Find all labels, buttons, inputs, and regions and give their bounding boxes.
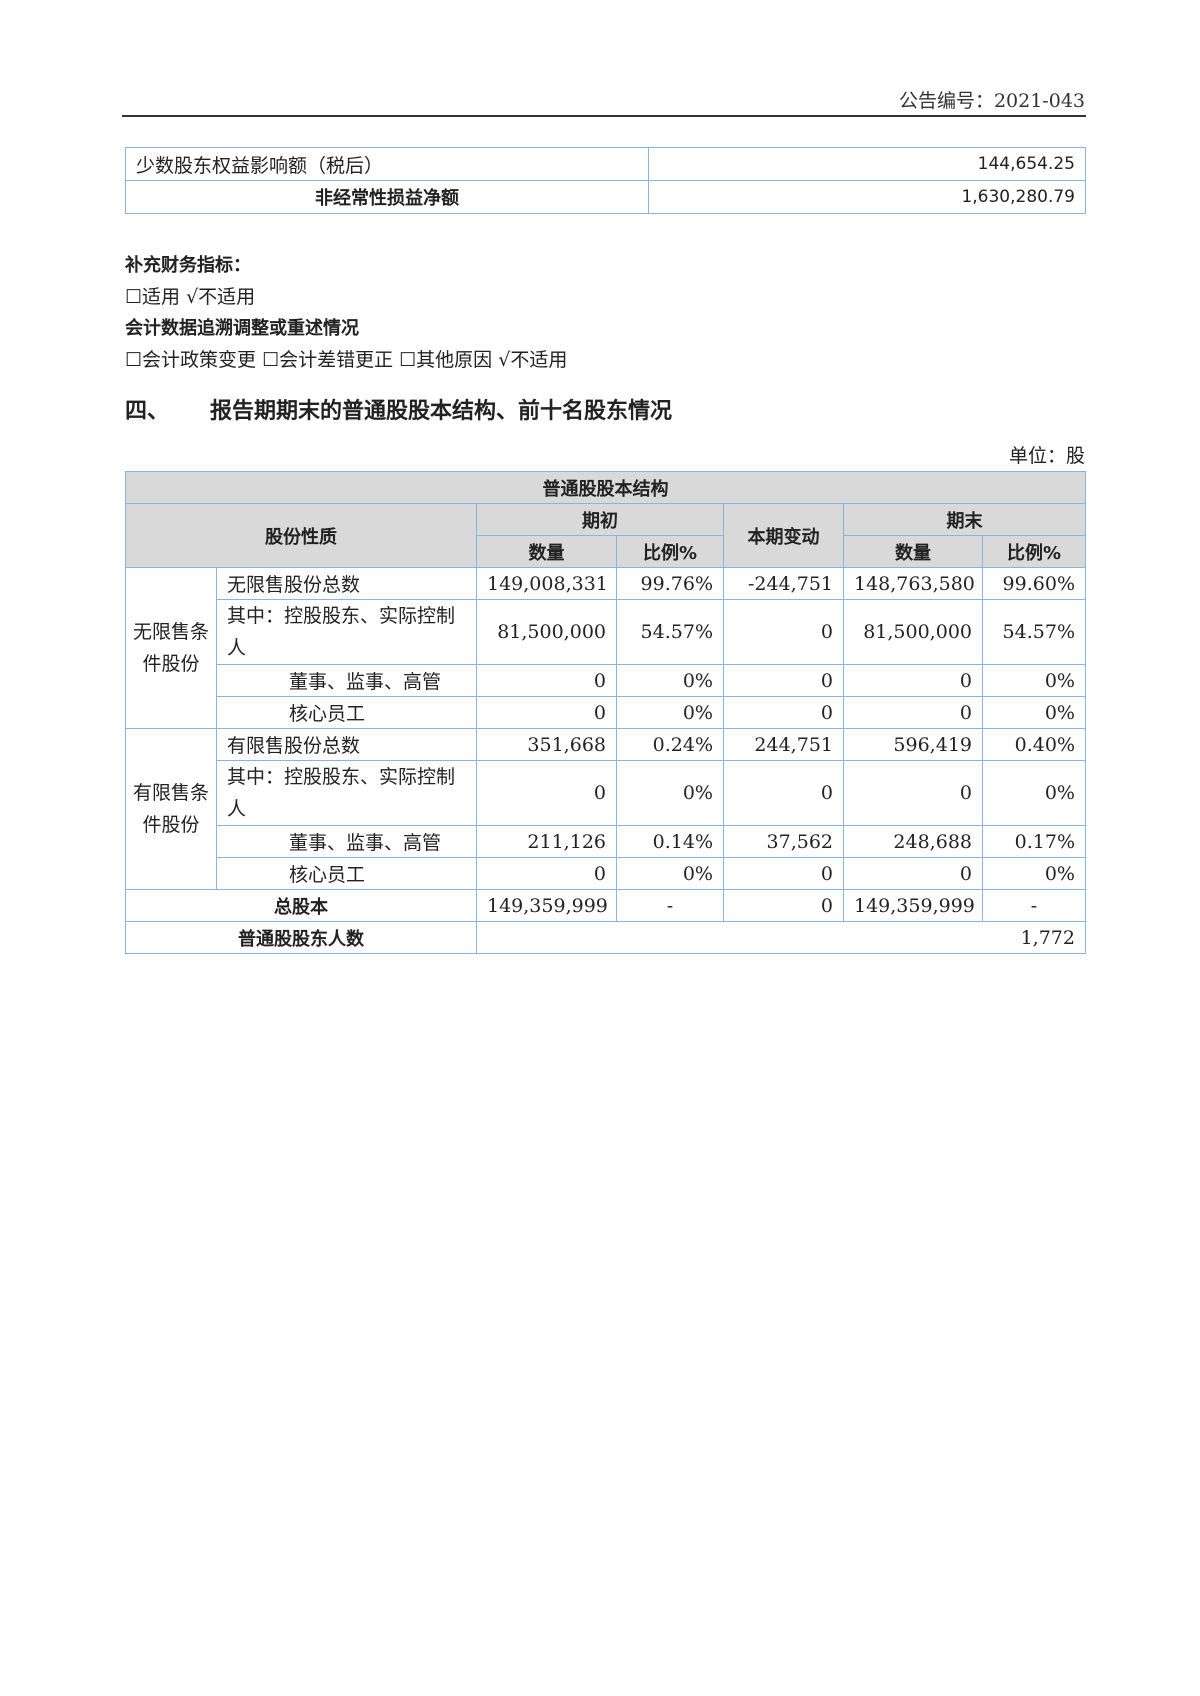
cell-b-qty: 211,126: [476, 825, 617, 858]
cell-change: 244,751: [723, 728, 844, 761]
total-begin-ratio: -: [616, 889, 724, 922]
section-number: 四、: [125, 399, 170, 424]
cell-change: -244,751: [723, 567, 844, 600]
total-end-ratio: -: [982, 889, 1086, 922]
col-begin-qty: 数量: [476, 535, 617, 568]
holders-value: 1,772: [476, 921, 1086, 954]
cell-e-ratio: 0.40%: [982, 728, 1086, 761]
total-end-qty: 149,359,999: [843, 889, 983, 922]
cell-b-ratio: 0%: [616, 664, 724, 697]
cell-e-qty: 596,419: [843, 728, 983, 761]
document-number: 公告编号：2021-043: [898, 90, 1085, 112]
cell-e-ratio: 99.60%: [982, 567, 1086, 600]
row-label: 少数股东权益影响额（税后）: [125, 147, 649, 181]
total-label: 总股本: [125, 889, 477, 922]
cell-e-ratio: 0%: [982, 696, 1086, 729]
holders-label: 普通股股东人数: [125, 921, 477, 954]
cell-b-qty: 81,500,000: [476, 599, 617, 665]
total-change: 0: [723, 889, 844, 922]
cell-b-ratio: 54.57%: [616, 599, 724, 665]
cell-b-ratio: 0%: [616, 857, 724, 890]
cell-b-ratio: 0%: [616, 696, 724, 729]
row-value: 1,630,280.79: [648, 180, 1086, 214]
share-structure-table: 普通股股本结构 股份性质 期初 本期变动 期末 数量 比例% 数量 比例% 无限…: [125, 471, 1086, 954]
row-label: 其中：控股股东、实际控制人: [216, 760, 477, 826]
cell-e-ratio: 54.57%: [982, 599, 1086, 665]
cell-e-qty: 0: [843, 696, 983, 729]
group-label: 无限售条件股份: [125, 567, 217, 729]
cell-b-qty: 0: [476, 664, 617, 697]
cell-b-qty: 0: [476, 760, 617, 826]
cell-b-qty: 149,008,331: [476, 567, 617, 600]
table-row: 核心员工 0 0% 0 0 0%: [126, 696, 1086, 729]
cell-e-qty: 0: [843, 760, 983, 826]
table-row: 核心员工 0 0% 0 0 0%: [126, 857, 1086, 890]
cell-change: 37,562: [723, 825, 844, 858]
supplementary-options: ☐适用 √不适用: [125, 286, 256, 308]
table-row: 无限售条件股份 无限售股份总数 149,008,331 99.76% -244,751 1…: [125, 567, 1086, 729]
table-row: 董事、监事、高管 0 0% 0 0 0%: [126, 664, 1086, 697]
supplementary-title: 补充财务指标：: [125, 255, 251, 276]
table-title: 普通股股本结构: [125, 471, 1086, 504]
cell-b-qty: 0: [476, 857, 617, 890]
table-row: 董事、监事、高管 211,126 0.14% 37,562 248,688 0.17%: [126, 825, 1086, 858]
restatement-title: 会计数据追溯调整或重述情况: [125, 318, 359, 339]
row-label: 核心员工: [216, 857, 477, 890]
cell-e-ratio: 0%: [982, 857, 1086, 890]
row-label: 其中：控股股东、实际控制人: [216, 599, 477, 665]
col-end: 期末: [843, 503, 1086, 536]
cell-e-ratio: 0.17%: [982, 825, 1086, 858]
cell-b-ratio: 99.76%: [616, 567, 724, 600]
row-label: 核心员工: [216, 696, 477, 729]
row-label: 有限售股份总数: [216, 728, 477, 761]
row-label: 董事、监事、高管: [216, 664, 477, 697]
table-row: 其中：控股股东、实际控制人 0 0% 0 0 0%: [126, 760, 1086, 826]
cell-e-qty: 81,500,000: [843, 599, 983, 665]
row-label: 无限售股份总数: [216, 567, 477, 600]
total-begin-qty: 149,359,999: [476, 889, 617, 922]
col-begin-ratio: 比例%: [616, 535, 724, 568]
cell-e-qty: 248,688: [843, 825, 983, 858]
row-label: 董事、监事、高管: [216, 825, 477, 858]
table-row: 其中：控股股东、实际控制人 81,500,000 54.57% 0 81,500,000…: [126, 599, 1086, 665]
cell-change: 0: [723, 760, 844, 826]
total-row: 总股本 149,359,999 - 0 149,359,999 -: [125, 889, 1086, 922]
holders-row: 普通股股东人数 1,772: [125, 921, 1086, 954]
table-row: 非经常性损益净额 1,630,280.79: [125, 180, 1086, 214]
cell-b-qty: 351,668: [476, 728, 617, 761]
unit-label: 单位：股: [1008, 445, 1085, 467]
col-end-ratio: 比例%: [982, 535, 1086, 568]
cell-e-qty: 0: [843, 664, 983, 697]
cell-b-ratio: 0.24%: [616, 728, 724, 761]
header-rule: [122, 115, 1086, 117]
col-change: 本期变动: [723, 503, 844, 568]
section-title: 报告期期末的普通股股本结构、前十名股东情况: [210, 399, 673, 424]
cell-change: 0: [723, 857, 844, 890]
table-row: 有限售条件股份 有限售股份总数 351,668 0.24% 244,751 596,419…: [125, 728, 1086, 890]
table-row: 少数股东权益影响额（税后） 144,654.25: [125, 147, 1086, 181]
cell-change: 0: [723, 599, 844, 665]
cell-b-qty: 0: [476, 696, 617, 729]
cell-b-ratio: 0.14%: [616, 825, 724, 858]
summary-table: 少数股东权益影响额（税后） 144,654.25 非经常性损益净额 1,630,…: [125, 147, 1086, 214]
col-nature: 股份性质: [125, 503, 477, 568]
row-value: 144,654.25: [648, 147, 1086, 181]
cell-e-qty: 0: [843, 857, 983, 890]
cell-e-ratio: 0%: [982, 664, 1086, 697]
col-begin: 期初: [476, 503, 724, 536]
restatement-options: ☐会计政策变更 ☐会计差错更正 ☐其他原因 √不适用: [125, 349, 568, 371]
cell-change: 0: [723, 696, 844, 729]
col-end-qty: 数量: [843, 535, 983, 568]
cell-e-ratio: 0%: [982, 760, 1086, 826]
cell-change: 0: [723, 664, 844, 697]
row-label: 非经常性损益净额: [125, 180, 649, 214]
cell-b-ratio: 0%: [616, 760, 724, 826]
group-label: 有限售条件股份: [125, 728, 217, 890]
cell-e-qty: 148,763,580: [843, 567, 983, 600]
